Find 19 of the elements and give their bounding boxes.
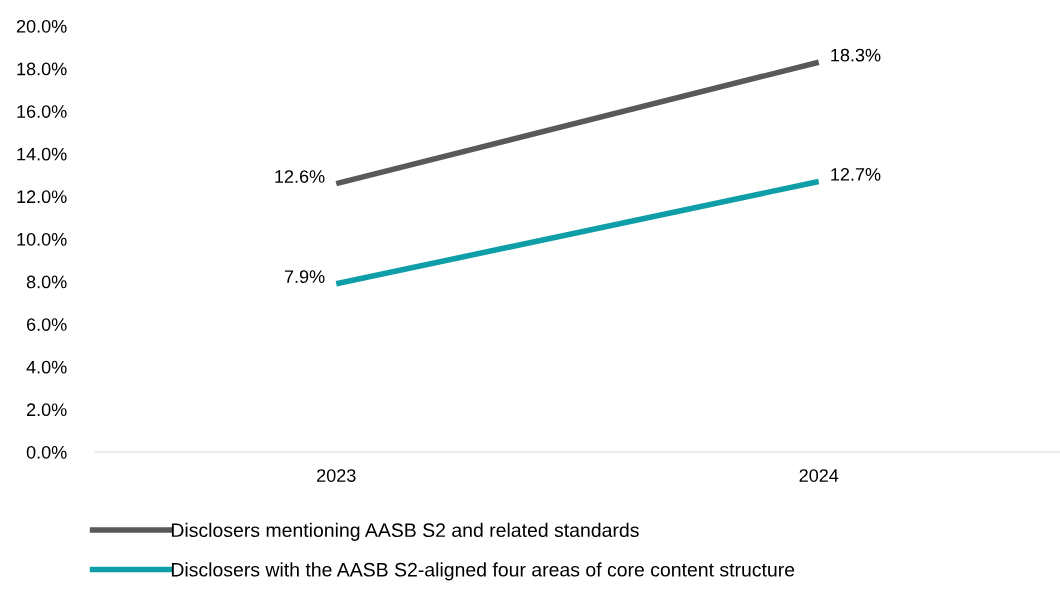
- y-tick-label: 16.0%: [17, 105, 67, 118]
- y-tick-label: 20.0%: [16, 19, 67, 33]
- x-tick-label: 2024: [799, 469, 839, 482]
- y-tick-label: 2.0%: [26, 403, 67, 417]
- y-tick-label: 14.0%: [17, 147, 67, 161]
- data-label: 12.6%: [275, 170, 325, 183]
- legend-label: Disclosers mentioning AASB S2 and related standards: [171, 522, 639, 541]
- y-tick-label: 4.0%: [26, 360, 67, 374]
- y-tick-label: 8.0%: [26, 275, 67, 289]
- data-label: 18.3%: [831, 48, 881, 62]
- data-label: 12.7%: [831, 168, 881, 181]
- x-tick-label: 2023: [317, 469, 356, 482]
- y-tick-label: 12.0%: [17, 190, 67, 204]
- legend-label: Disclosers with the AASB S2-aligned four areas of core content structure: [171, 562, 795, 581]
- y-tick-label: 10.0%: [17, 232, 67, 246]
- data-label: 7.9%: [284, 270, 325, 284]
- y-tick-label: 6.0%: [26, 318, 67, 331]
- y-tick-label: 0.0%: [26, 445, 67, 459]
- y-tick-label: 18.0%: [17, 62, 67, 76]
